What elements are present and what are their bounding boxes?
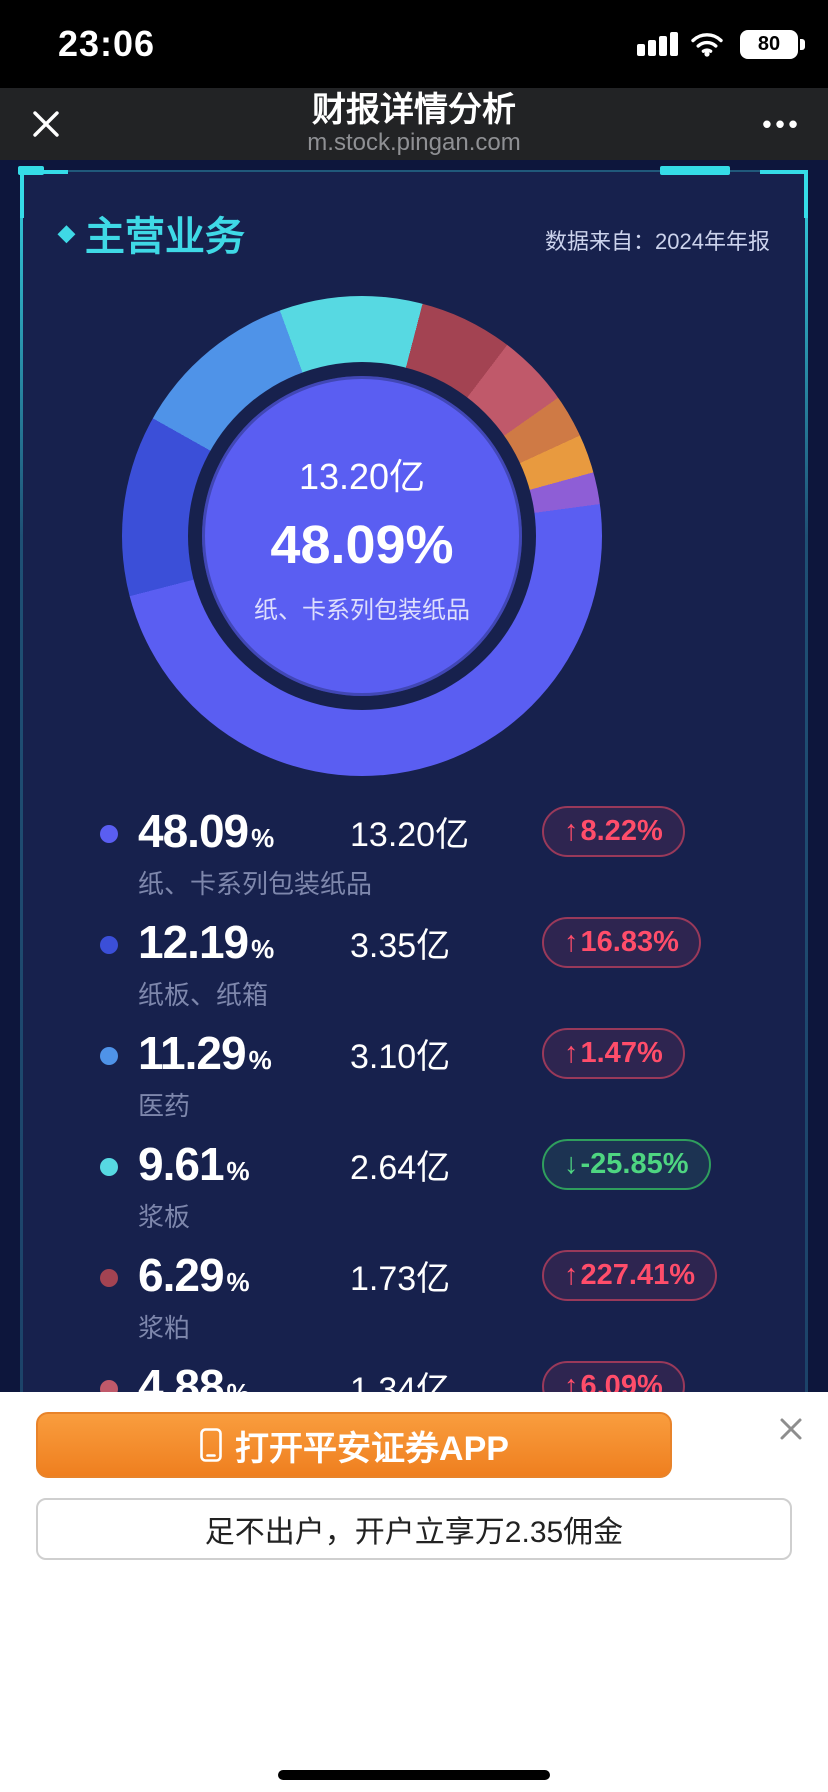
close-icon[interactable] [27,105,65,143]
panel-top-line [20,170,808,172]
status-time: 23:06 [58,23,156,64]
more-menu-icon[interactable]: ••• [762,108,802,139]
change-badge: ↑ 16.83% [542,916,701,968]
donut-center-disc: 13.20亿 48.09% 纸、卡系列包装纸品 [202,376,522,696]
legend-percent-number: 9.61 [138,1138,225,1190]
legend-row[interactable]: 11.29 % 3.10亿 ↑ 1.47% 医药 [100,1026,778,1123]
legend-row[interactable]: 12.19 % 3.35亿 ↑ 16.83% 纸板、纸箱 [100,915,778,1012]
change-arrow-icon: ↑ [564,1258,579,1291]
panel-left-edge [20,170,23,1392]
donut-chart[interactable]: 13.20亿 48.09% 纸、卡系列包装纸品 [122,296,602,776]
legend-dot [100,1269,118,1287]
page-title: 财报详情分析 [312,90,516,129]
legend-dot [100,825,118,843]
open-app-button[interactable]: 打开平安证券APP [36,1412,672,1478]
percent-sign: % [251,934,275,964]
legend-label: 纸板、纸箱 [138,980,269,1010]
battery-icon: 80 [740,29,805,59]
section-header: ◆ 主营业务 数据来自：2024年年报 [20,170,808,262]
change-badge: ↑ 8.22% [542,805,685,857]
status-icons: 80 [637,29,805,59]
legend-label: 浆板 [138,1202,191,1232]
promo-label: 足不出户，开户立享万2.35佣金 [204,1516,624,1549]
phone-icon [199,1427,223,1463]
legend-list: 48.09 % 13.20亿 ↑ 8.22% 纸、卡系列包装纸品 12.19 %… [20,804,808,1456]
change-arrow-icon: ↑ [564,925,579,958]
app-promo-banner: 打开平安证券APP 足不出户，开户立享万2.35佣金 [0,1392,828,1792]
wifi-icon [690,31,724,57]
diamond-bullet-icon: ◆ [58,220,75,245]
change-text: 1.47% [580,1036,663,1069]
change-badge: ↓ -25.85% [542,1138,711,1190]
change-badge: ↑ 1.47% [542,1027,685,1079]
legend-value: 3.10亿 [350,1037,451,1076]
legend-value: 1.73亿 [350,1259,451,1298]
legend-percent: 12.19 % [138,915,350,969]
legend-percent: 9.61 % [138,1137,350,1191]
legend-percent-number: 11.29 [138,1027,247,1079]
center-percent: 48.09% [270,514,454,575]
legend-percent-number: 48.09 [138,805,249,857]
page-domain: m.stock.pingan.com [307,129,521,157]
change-text: 227.41% [580,1258,696,1291]
percent-sign: % [251,823,275,853]
battery-percent: 80 [757,32,781,55]
change-text: -25.85% [580,1147,689,1180]
legend-percent: 11.29 % [138,1026,350,1080]
legend-percent-number: 6.29 [138,1249,225,1301]
data-source-label: 数据来自：2024年年报 [545,229,770,254]
cyan-accent-bar-left [18,166,44,175]
center-value: 13.20亿 [298,455,426,497]
legend-dot [100,936,118,954]
change-badge: ↑ 227.41% [542,1249,717,1301]
center-label: 纸、卡系列包装纸品 [254,596,470,624]
corner-bracket-top-left [20,170,68,218]
section-title: ◆ 主营业务 [58,204,245,262]
change-text: 16.83% [580,925,679,958]
legend-dot [100,1047,118,1065]
percent-sign: % [248,1045,272,1075]
main-panel: ◆ 主营业务 数据来自：2024年年报 13.20亿 48.09% 纸、卡系列包… [18,166,808,1454]
legend-row[interactable]: 6.29 % 1.73亿 ↑ 227.41% 浆粕 [100,1248,778,1345]
section-title-text: 主营业务 [84,215,245,259]
open-app-label: 打开平安证券APP [235,1429,509,1468]
legend-dot [100,1158,118,1176]
cellular-signal-icon [637,32,678,56]
legend-value: 2.64亿 [350,1148,451,1187]
legend-value: 13.20亿 [350,815,470,854]
change-arrow-icon: ↑ [564,814,579,847]
legend-percent-number: 12.19 [138,916,249,968]
legend-row[interactable]: 48.09 % 13.20亿 ↑ 8.22% 纸、卡系列包装纸品 [100,804,778,901]
percent-sign: % [226,1156,250,1186]
cyan-accent-bar-right [660,166,730,175]
change-text: 8.22% [580,814,663,847]
legend-row[interactable]: 9.61 % 2.64亿 ↓ -25.85% 浆板 [100,1137,778,1234]
change-arrow-icon: ↑ [564,1036,579,1069]
header-center: 财报详情分析 m.stock.pingan.com [92,90,736,157]
legend-label: 纸、卡系列包装纸品 [138,869,373,899]
home-indicator[interactable] [278,1770,550,1780]
legend-label: 浆粕 [138,1313,191,1343]
promo-button[interactable]: 足不出户，开户立享万2.35佣金 [36,1498,792,1560]
report-content: ◆ 主营业务 数据来自：2024年年报 13.20亿 48.09% 纸、卡系列包… [0,160,828,1454]
corner-bracket-top-right [760,170,808,218]
legend-percent: 6.29 % [138,1248,350,1302]
page-header: 财报详情分析 m.stock.pingan.com ••• [0,88,828,160]
percent-sign: % [226,1267,250,1297]
legend-label: 医药 [138,1091,191,1121]
change-arrow-icon: ↓ [564,1147,579,1180]
panel-right-edge [805,170,808,1392]
legend-percent: 48.09 % [138,804,350,858]
banner-close-icon[interactable] [776,1414,806,1444]
legend-value: 3.35亿 [350,926,451,965]
status-bar: 23:06 80 [0,0,828,88]
